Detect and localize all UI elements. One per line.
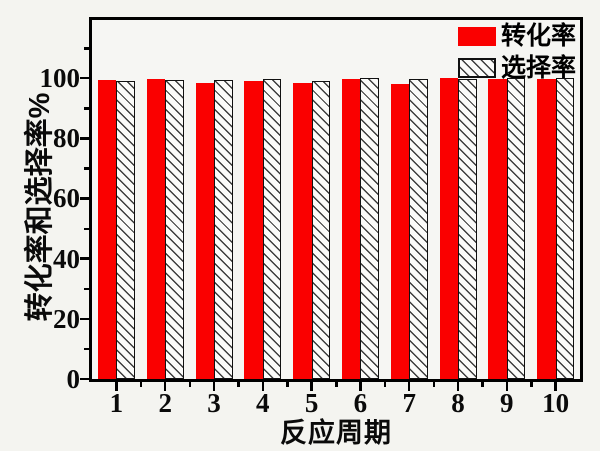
bar-conversion-7 (390, 84, 410, 379)
y-major-tick-0 (80, 377, 89, 381)
x-tick-label-6: 6 (353, 388, 368, 418)
bar-conversion-9 (488, 79, 507, 379)
bar-conversion-3 (195, 83, 214, 379)
y-tick-label-100: 100 (39, 63, 81, 94)
y-tick-label-40: 40 (53, 243, 80, 274)
y-tick-label-60: 60 (53, 183, 80, 214)
x-minor-tick (481, 382, 484, 387)
x-tick-label-10: 10 (542, 388, 570, 418)
y-major-tick-60 (80, 197, 89, 200)
x-minor-tick (188, 382, 192, 387)
x-axis-title: 反应周期 (280, 418, 392, 448)
bar-selectivity-8 (458, 79, 477, 379)
x-major-tick-4 (261, 382, 264, 391)
x-tick-label-7: 7 (402, 388, 416, 418)
y-tick-label-0: 0 (66, 364, 81, 394)
legend-label-conversion: 转化率 (500, 22, 576, 50)
bar-selectivity-3 (214, 79, 233, 379)
bar-conversion-1 (97, 79, 117, 379)
y-major-tick-100 (80, 76, 89, 80)
x-tick-label-8: 8 (451, 388, 465, 418)
y-tick-label-80: 80 (53, 123, 80, 154)
x-tick-label-2: 2 (158, 388, 172, 418)
x-major-tick-7 (407, 382, 411, 391)
legend: 转化率 选择率 (457, 22, 576, 82)
x-major-tick-9 (505, 382, 508, 391)
x-major-tick-2 (163, 382, 167, 391)
y-minor-tick (84, 287, 89, 291)
bar-conversion-6 (341, 79, 361, 379)
plot-area: 转化率 选择率 (92, 20, 580, 379)
bar-selectivity-1 (116, 80, 135, 379)
bar-selectivity-2 (165, 79, 184, 379)
y-minor-tick (84, 167, 89, 170)
x-tick-label-3: 3 (207, 388, 221, 418)
bar-conversion-8 (439, 78, 458, 379)
y-minor-tick (84, 227, 89, 230)
bar-conversion-2 (146, 79, 166, 379)
legend-item-conversion: 转化率 (457, 22, 576, 50)
bar-selectivity-5 (311, 81, 331, 379)
y-major-tick-20 (80, 317, 89, 321)
y-major-tick-40 (80, 257, 89, 260)
legend-item-selectivity: 选择率 (457, 54, 576, 82)
legend-label-selectivity: 选择率 (500, 54, 576, 82)
bar-selectivity-9 (506, 78, 526, 379)
bar-conversion-5 (293, 83, 312, 379)
y-major-tick-80 (80, 137, 89, 140)
x-major-tick-6 (359, 382, 362, 391)
y-minor-tick (84, 347, 89, 351)
x-minor-tick (237, 382, 240, 387)
x-minor-tick (530, 382, 533, 387)
legend-swatch-conversion (457, 26, 496, 46)
x-minor-tick (383, 382, 387, 387)
y-tick-label-20: 20 (53, 303, 80, 334)
x-tick-label-5: 5 (304, 388, 319, 418)
x-minor-tick (432, 382, 436, 387)
x-minor-tick (335, 382, 338, 387)
bar-conversion-10 (537, 79, 556, 379)
x-tick-label-4: 4 (256, 388, 270, 418)
x-major-tick-8 (456, 382, 460, 391)
y-minor-tick (84, 107, 89, 110)
bar-selectivity-10 (555, 78, 575, 379)
x-tick-label-9: 9 (500, 388, 514, 418)
bar-selectivity-6 (360, 78, 379, 379)
legend-swatch-selectivity (457, 58, 496, 78)
bar-selectivity-4 (262, 79, 282, 379)
bar-conversion-4 (244, 80, 263, 379)
x-tick-label-1: 1 (109, 388, 124, 418)
y-minor-tick (84, 47, 89, 50)
x-major-tick-1 (115, 382, 118, 391)
bar-selectivity-7 (409, 78, 428, 379)
x-major-tick-3 (212, 382, 216, 391)
x-major-tick-5 (310, 382, 313, 391)
x-minor-tick (286, 382, 289, 387)
x-minor-tick (139, 382, 143, 387)
x-major-tick-10 (554, 382, 557, 391)
